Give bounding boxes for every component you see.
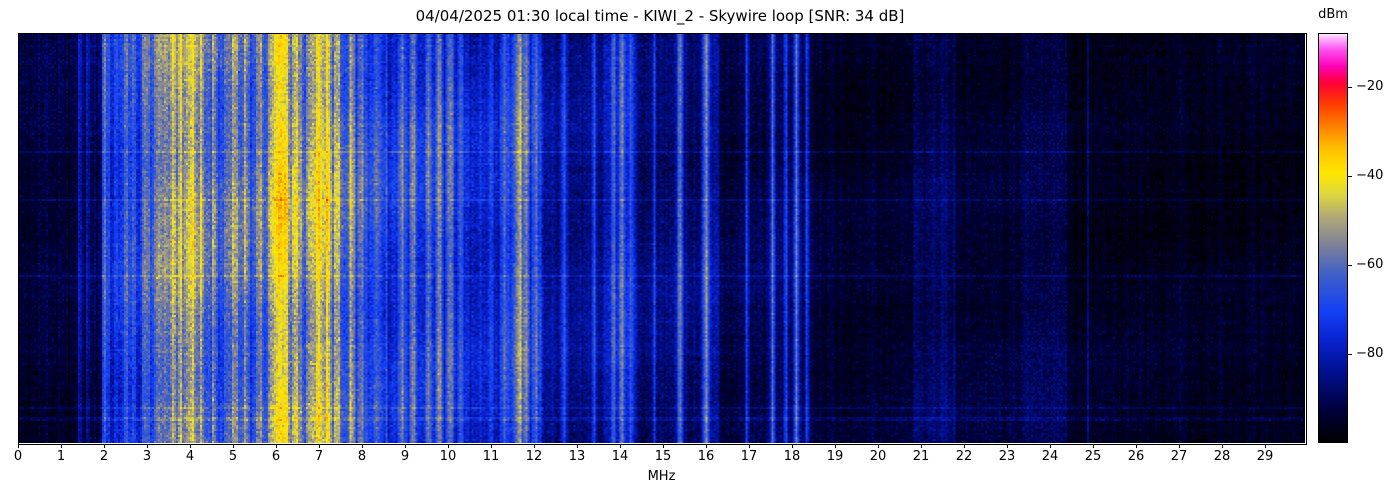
x-tick-label: 15 xyxy=(654,449,672,464)
x-tick-label: 12 xyxy=(525,449,543,464)
spectrogram-image[interactable] xyxy=(18,33,1305,443)
colorbar-tick-label: −40 xyxy=(1356,167,1384,183)
x-tick-mark xyxy=(706,444,707,448)
colorbar-gradient[interactable] xyxy=(1318,33,1348,443)
x-tick-label: 8 xyxy=(357,449,367,464)
x-tick-label: 17 xyxy=(740,449,758,464)
x-tick-mark xyxy=(1179,444,1180,448)
colorbar-tick-mark xyxy=(1348,353,1352,355)
figure-title: 04/04/2025 01:30 local time - KIWI_2 - S… xyxy=(415,7,905,25)
x-tick-mark xyxy=(1136,444,1137,448)
spectrogram-plot-area[interactable] xyxy=(18,33,1305,443)
x-tick-label: 28 xyxy=(1213,449,1231,464)
x-tick-label: 10 xyxy=(439,449,457,464)
x-tick-label: 20 xyxy=(869,449,887,464)
x-tick-mark xyxy=(1007,444,1008,448)
colorbar-tick-mark xyxy=(1348,86,1352,88)
colorbar-tick-label: −80 xyxy=(1356,345,1384,361)
x-tick-label: 11 xyxy=(482,449,500,464)
x-tick-mark xyxy=(749,444,750,448)
x-tick-label: 21 xyxy=(912,449,930,464)
x-tick-mark xyxy=(18,444,19,448)
x-tick-mark xyxy=(620,444,621,448)
x-tick-label: 16 xyxy=(697,449,715,464)
x-tick-label: 24 xyxy=(1041,449,1059,464)
x-tick-label: 23 xyxy=(998,449,1016,464)
x-tick-mark xyxy=(276,444,277,448)
x-tick-label: 25 xyxy=(1084,449,1102,464)
colorbar-tick-mark xyxy=(1348,175,1352,177)
x-tick-label: 18 xyxy=(783,449,801,464)
x-tick-mark xyxy=(491,444,492,448)
x-tick-mark xyxy=(835,444,836,448)
x-tick-label: 4 xyxy=(185,449,195,464)
x-tick-label: 1 xyxy=(56,449,66,464)
x-tick-mark xyxy=(964,444,965,448)
colorbar-tick-label: −20 xyxy=(1356,78,1384,94)
x-tick-mark xyxy=(1222,444,1223,448)
x-tick-mark xyxy=(448,444,449,448)
x-tick-mark xyxy=(878,444,879,448)
x-tick-label: 13 xyxy=(568,449,586,464)
x-tick-mark xyxy=(577,444,578,448)
x-tick-mark xyxy=(61,444,62,448)
x-tick-label: 7 xyxy=(314,449,324,464)
x-tick-label: 5 xyxy=(228,449,238,464)
colorbar-tick-label: −60 xyxy=(1356,256,1384,272)
x-tick-mark xyxy=(362,444,363,448)
x-tick-mark xyxy=(921,444,922,448)
x-tick-mark xyxy=(1265,444,1266,448)
x-tick-mark xyxy=(534,444,535,448)
x-tick-label: 14 xyxy=(611,449,629,464)
x-tick-label: 19 xyxy=(826,449,844,464)
colorbar-title: dBm xyxy=(1318,7,1348,22)
x-tick-mark xyxy=(104,444,105,448)
x-tick-label: 26 xyxy=(1127,449,1145,464)
x-tick-label: 6 xyxy=(271,449,281,464)
x-tick-mark xyxy=(319,444,320,448)
x-tick-label: 22 xyxy=(955,449,973,464)
x-tick-mark xyxy=(190,444,191,448)
x-tick-mark xyxy=(1093,444,1094,448)
x-tick-label: 9 xyxy=(400,449,410,464)
x-tick-label: 27 xyxy=(1170,449,1188,464)
x-tick-label: 2 xyxy=(99,449,109,464)
x-tick-mark xyxy=(147,444,148,448)
x-tick-label: 0 xyxy=(13,449,23,464)
x-tick-mark xyxy=(233,444,234,448)
x-tick-label: 3 xyxy=(142,449,152,464)
x-tick-label: 29 xyxy=(1256,449,1274,464)
x-axis-label: MHz xyxy=(647,469,676,484)
x-tick-mark xyxy=(792,444,793,448)
x-tick-mark xyxy=(663,444,664,448)
colorbar-tick-mark xyxy=(1348,264,1352,266)
x-tick-mark xyxy=(405,444,406,448)
x-tick-mark xyxy=(1050,444,1051,448)
